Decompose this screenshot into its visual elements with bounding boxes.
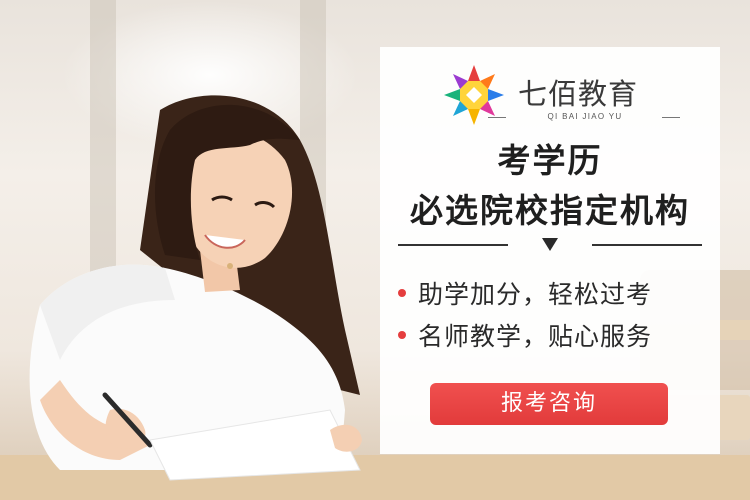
- brand-logo: 七佰教育 QI BAI JIAO YU: [380, 59, 720, 125]
- bullet-item: 名师教学，贴心服务: [398, 317, 718, 353]
- bullet-text: 助学加分，轻松过考: [418, 280, 653, 309]
- bullet-text: 名师教学，贴心服务: [418, 322, 653, 351]
- brand-subtitle-divider: [488, 117, 506, 118]
- bullet-dot-icon: [398, 331, 406, 339]
- headline-line-1: 考学历: [497, 141, 603, 180]
- brand-subtitle-divider: [662, 117, 680, 118]
- consult-button[interactable]: 报考咨询: [430, 383, 668, 425]
- bullet-item: 助学加分，轻松过考: [398, 275, 718, 311]
- brand-name: 七佰教育: [518, 77, 639, 111]
- divider-left: [398, 244, 508, 246]
- bullet-dot-icon: [398, 289, 406, 297]
- divider-right: [592, 244, 702, 246]
- promo-card: 七佰教育 QI BAI JIAO YU 考学历 必选院校指定机构 助学加分，轻松…: [380, 47, 720, 454]
- starburst-logo-icon: [444, 65, 504, 125]
- brand-subtitle: QI BAI JIAO YU: [547, 112, 623, 121]
- down-arrow-icon: [542, 238, 558, 251]
- headline-line-2: 必选院校指定机构: [410, 191, 690, 230]
- background-pillar: [90, 0, 116, 300]
